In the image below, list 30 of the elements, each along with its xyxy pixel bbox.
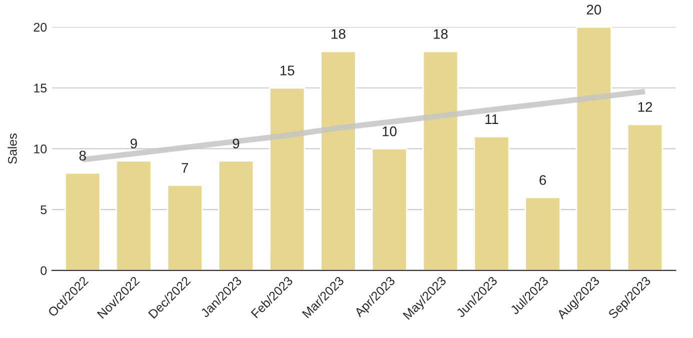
data-label: 12	[638, 102, 652, 112]
bar	[218, 160, 254, 270]
data-label: 15	[280, 66, 294, 76]
data-label: 9	[130, 138, 137, 148]
y-tick-label: 15	[34, 84, 47, 93]
y-tick-label: 5	[40, 205, 47, 214]
data-label: 10	[382, 126, 397, 136]
y-tick-label: 0	[40, 266, 47, 276]
bar	[371, 148, 408, 270]
bar	[320, 50, 356, 270]
y-axis-title: Sales	[8, 134, 17, 164]
data-label: 18	[332, 29, 346, 39]
bar	[116, 160, 152, 270]
data-label: 7	[182, 163, 188, 173]
bar	[269, 87, 306, 270]
data-label: 8	[79, 150, 86, 161]
bar	[626, 124, 664, 270]
bar	[524, 196, 561, 270]
y-tick-label: 20	[34, 22, 47, 32]
bar	[422, 50, 459, 270]
bar	[576, 27, 612, 270]
bar	[474, 136, 510, 270]
data-label: 20	[586, 4, 602, 15]
data-label: 9	[232, 138, 240, 148]
data-label: 11	[485, 114, 498, 124]
data-label: 18	[434, 29, 448, 39]
data-label: 6	[540, 175, 546, 185]
y-tick-label: 10	[34, 144, 47, 154]
bar	[166, 184, 203, 270]
bar	[64, 172, 101, 270]
